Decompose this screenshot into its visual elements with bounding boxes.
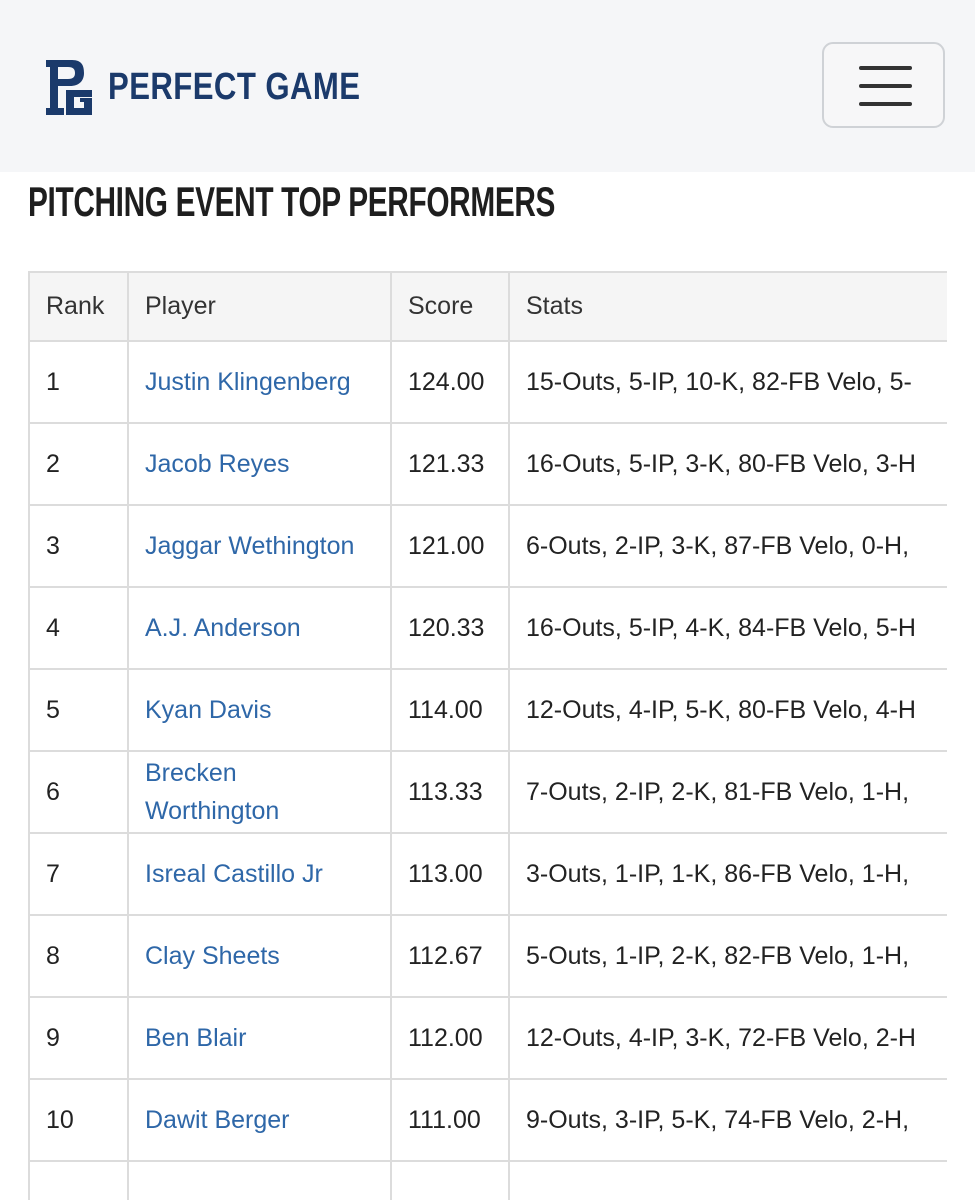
table-row: 10 Dawit Berger 111.00 9-Outs, 3-IP, 5-K, 7… [28, 1078, 947, 1162]
stats-cell: 12-Outs, 4-IP, 3-K, 72-FB Velo, 2-H [508, 996, 947, 1080]
rank-cell: 1 [28, 340, 129, 424]
score-cell: 120.33 [390, 586, 510, 670]
rank-cell: 5 [28, 668, 129, 752]
score-cell: 114.00 [390, 668, 510, 752]
table-row: 9 Ben Blair 112.00 12-Outs, 4-IP, 3-K, 72-F… [28, 996, 947, 1080]
table-row: 1 Justin Klingenberg 124.00 15-Outs, 5-IP, … [28, 340, 947, 424]
brand[interactable]: PERFECT GAME [108, 66, 361, 108]
rank-cell: 3 [28, 504, 129, 588]
player-cell: Kyan Davis [127, 668, 392, 752]
column-header[interactable]: Player [127, 271, 392, 342]
player-link[interactable]: Kyan Davis [145, 696, 272, 724]
player-link[interactable]: Jaggar Wethington [145, 532, 355, 560]
player-cell: A.J. Anderson [127, 586, 392, 670]
empty-cell [508, 1160, 947, 1200]
player-link[interactable]: Clay Sheets [145, 942, 280, 970]
score-cell: 112.67 [390, 914, 510, 998]
score-cell: 121.33 [390, 422, 510, 506]
rank-cell: 2 [28, 422, 129, 506]
table-row: 7 Isreal Castillo Jr 113.00 3-Outs, 1-IP, 1… [28, 832, 947, 916]
player-cell: Ben Blair [127, 996, 392, 1080]
score-cell: 124.00 [390, 340, 510, 424]
player-link[interactable]: Ben Blair [145, 1024, 247, 1052]
player-link[interactable]: Isreal Castillo Jr [145, 860, 323, 888]
player-cell: Brecken Worthington [127, 750, 392, 834]
stats-cell: 3-Outs, 1-IP, 1-K, 86-FB Velo, 1-H, [508, 832, 947, 916]
player-cell: Jaggar Wethington [127, 504, 392, 588]
rank-cell: 9 [28, 996, 129, 1080]
column-header[interactable]: Rank [28, 271, 129, 342]
score-cell: 111.00 [390, 1078, 510, 1162]
table-container: Rank Player Score Stats 1 Justin Klingenberg… [28, 271, 947, 1200]
menu-button[interactable] [822, 42, 945, 128]
empty-cell [390, 1160, 510, 1200]
rank-cell: 10 [28, 1078, 129, 1162]
table-row: 6 Brecken Worthington 113.33 7-Outs, 2-IP, … [28, 750, 947, 834]
stats-cell: 12-Outs, 4-IP, 5-K, 80-FB Velo, 4-H [508, 668, 947, 752]
score-cell: 113.33 [390, 750, 510, 834]
rank-cell: 6 [28, 750, 129, 834]
stats-cell: 16-Outs, 5-IP, 3-K, 80-FB Velo, 3-H [508, 422, 947, 506]
empty-cell [127, 1160, 392, 1200]
player-link[interactable]: Dawit Berger [145, 1106, 290, 1134]
rank-cell: 8 [28, 914, 129, 998]
stats-cell: 9-Outs, 3-IP, 5-K, 74-FB Velo, 2-H, [508, 1078, 947, 1162]
player-cell: Justin Klingenberg [127, 340, 392, 424]
stats-cell: 15-Outs, 5-IP, 10-K, 82-FB Velo, 5- [508, 340, 947, 424]
table-row [28, 1160, 947, 1200]
player-cell: Isreal Castillo Jr [127, 832, 392, 916]
table-row: 5 Kyan Davis 114.00 12-Outs, 4-IP, 5-K, 80-… [28, 668, 947, 752]
empty-cell [28, 1160, 129, 1200]
top-bar: PERFECT GAME [0, 0, 975, 172]
stats-cell: 6-Outs, 2-IP, 3-K, 87-FB Velo, 0-H, [508, 504, 947, 588]
logo[interactable] [44, 60, 94, 116]
player-cell: Dawit Berger [127, 1078, 392, 1162]
table-row: 2 Jacob Reyes 121.33 16-Outs, 5-IP, 3-K, 80… [28, 422, 947, 506]
column-header[interactable]: Score [390, 271, 510, 342]
performers-table: Rank Player Score Stats 1 Justin Klingenberg… [28, 271, 947, 1200]
player-link[interactable]: Justin Klingenberg [145, 368, 351, 396]
score-cell: 112.00 [390, 996, 510, 1080]
table-row: 3 Jaggar Wethington 121.00 6-Outs, 2-IP, 3-… [28, 504, 947, 588]
player-cell: Clay Sheets [127, 914, 392, 998]
column-header[interactable]: Stats [508, 271, 947, 342]
stats-cell: 5-Outs, 1-IP, 2-K, 82-FB Velo, 1-H, [508, 914, 947, 998]
player-link[interactable]: A.J. Anderson [145, 614, 301, 642]
rank-cell: 7 [28, 832, 129, 916]
score-cell: 121.00 [390, 504, 510, 588]
table-header-row: Rank Player Score Stats [28, 271, 947, 342]
score-cell: 113.00 [390, 832, 510, 916]
page-heading: PITCHING EVENT TOP PERFORMERS [28, 178, 556, 225]
player-link[interactable]: Jacob Reyes [145, 450, 290, 478]
stats-cell: 16-Outs, 5-IP, 4-K, 84-FB Velo, 5-H [508, 586, 947, 670]
table-row: 4 A.J. Anderson 120.33 16-Outs, 5-IP, 4-K, … [28, 586, 947, 670]
player-cell: Jacob Reyes [127, 422, 392, 506]
rank-cell: 4 [28, 586, 129, 670]
player-link[interactable]: Brecken Worthington [145, 759, 280, 825]
table-row: 8 Clay Sheets 112.67 5-Outs, 1-IP, 2-K, 82-… [28, 914, 947, 998]
stats-cell: 7-Outs, 2-IP, 2-K, 81-FB Velo, 1-H, [508, 750, 947, 834]
